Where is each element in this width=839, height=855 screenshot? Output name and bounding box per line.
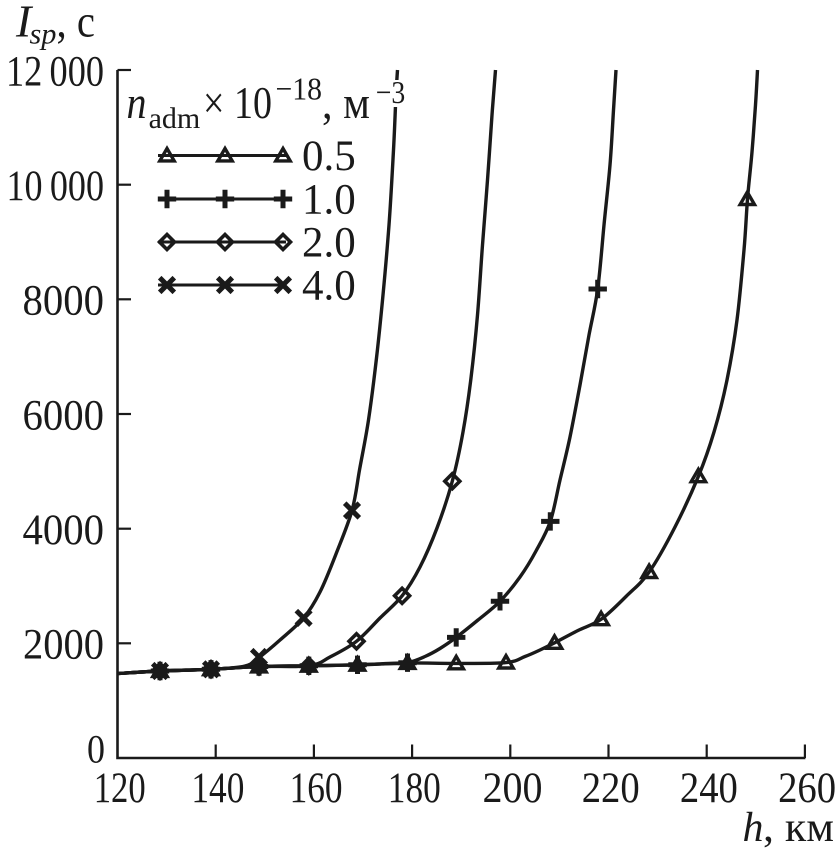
svg-text:−3: −3 — [376, 74, 406, 110]
svg-text:180: 180 — [388, 765, 441, 812]
svg-text:4000: 4000 — [23, 507, 105, 554]
svg-text:4.0: 4.0 — [302, 263, 356, 310]
svg-text:× 10: × 10 — [203, 77, 272, 128]
svg-text:120: 120 — [94, 765, 146, 812]
svg-text:h: h — [743, 805, 764, 851]
svg-text:, км: , км — [763, 805, 834, 851]
svg-text:0: 0 — [87, 727, 105, 772]
svg-text:8000: 8000 — [23, 278, 105, 325]
svg-text:n: n — [127, 77, 147, 128]
svg-text:−18: −18 — [276, 71, 323, 107]
svg-text:12 000: 12 000 — [6, 48, 104, 95]
svg-text:220: 220 — [582, 765, 640, 812]
svg-text:6000: 6000 — [23, 392, 105, 439]
svg-text:2.0: 2.0 — [302, 220, 356, 267]
svg-text:2000: 2000 — [23, 622, 104, 669]
svg-text:140: 140 — [191, 765, 244, 812]
svg-text:adm: adm — [149, 102, 201, 135]
svg-text:200: 200 — [483, 765, 543, 812]
svg-text:sp: sp — [30, 18, 57, 51]
svg-text:10 000: 10 000 — [7, 163, 105, 210]
svg-text:I: I — [15, 0, 34, 47]
svg-text:160: 160 — [290, 765, 343, 812]
svg-text:1.0: 1.0 — [302, 177, 356, 224]
svg-text:0.5: 0.5 — [302, 133, 356, 180]
svg-text:240: 240 — [680, 765, 738, 812]
svg-text:260: 260 — [778, 765, 836, 812]
svg-text:, с: , с — [57, 0, 96, 47]
svg-text:, м: , м — [322, 77, 370, 128]
